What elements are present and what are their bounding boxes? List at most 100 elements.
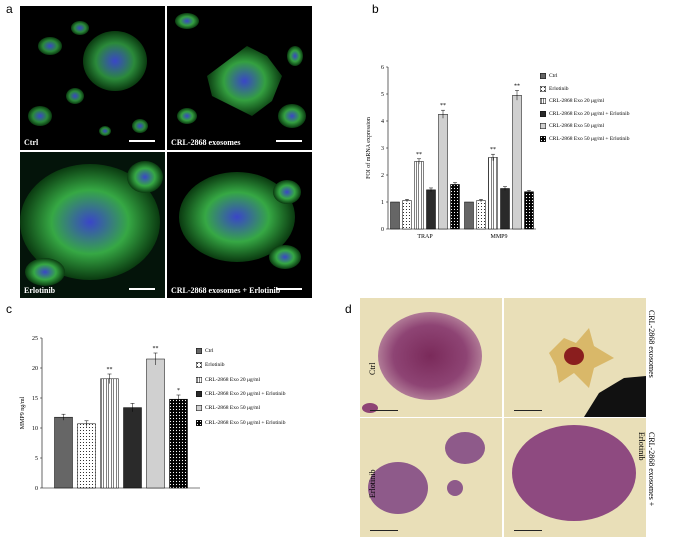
y-tick-label: 4 xyxy=(381,119,384,125)
stain-label-crl2868-exosomes-erlotinib: CRL-2868 exosomes + Erlotinib xyxy=(637,432,656,507)
bar xyxy=(77,423,96,489)
y-tick-label: 15 xyxy=(32,396,38,402)
legend-item: CRL-2868 Exo 20 μg/ml xyxy=(540,95,629,108)
legend-swatch xyxy=(196,348,202,355)
legend-label: Ctrl xyxy=(549,73,558,80)
significance-mark: ** xyxy=(490,147,496,153)
cell-clusters-image xyxy=(175,13,306,128)
significance-mark: ** xyxy=(416,152,422,158)
bar xyxy=(450,184,460,230)
chart-b-plot: 0 1 2 3 4 5 6 FOI of mRNA expression ** ** TRAP ** *… xyxy=(365,65,536,240)
scale-bar xyxy=(514,409,542,411)
legend-item: Ctrl xyxy=(540,70,629,83)
scale-bar xyxy=(129,140,155,142)
y-tick-label: 0 xyxy=(381,227,384,233)
panel-a-letter: a xyxy=(6,2,13,16)
bar xyxy=(488,157,498,230)
y-tick-label: 20 xyxy=(32,366,38,372)
bar xyxy=(426,189,436,230)
chart-b-legend: Ctrl Erlotinib CRL-2868 Exo 20 μg/ml CRL-28… xyxy=(540,70,629,145)
legend-label: CRL-2868 Exo 20 μg/ml + Erlotinib xyxy=(549,110,630,117)
bar xyxy=(402,200,412,230)
legend-swatch xyxy=(540,73,546,80)
scale-bar xyxy=(129,288,155,290)
stain-ctrl xyxy=(360,298,502,417)
micrograph-erlotinib: Erlotinib xyxy=(20,152,165,298)
stain-label-ctrl: Ctrl xyxy=(368,362,377,375)
legend-label: CRL-2868 Exo 50 μg/ml xyxy=(205,405,261,412)
bar xyxy=(169,398,188,489)
y-tick-label: 5 xyxy=(35,456,38,462)
bar xyxy=(524,191,534,230)
legend-label: Erlotinib xyxy=(549,85,569,92)
legend-swatch xyxy=(540,123,546,130)
legend-label: CRL-2868 Exo 50 μg/ml + Erlotinib xyxy=(549,135,630,142)
significance-mark: ** xyxy=(107,367,113,373)
significance-mark: * xyxy=(177,388,180,394)
panel-d-letter: d xyxy=(345,302,352,316)
legend-swatch xyxy=(196,362,202,369)
stained-cells-image xyxy=(549,328,646,417)
micrograph-crl2868-exosomes: CRL-2868 exosomes xyxy=(167,6,312,150)
y-tick-label: 3 xyxy=(381,146,384,152)
scale-bar xyxy=(370,409,398,411)
chart-c: 0 5 10 15 20 25 MMP9 ng/ml ** ** * xyxy=(10,330,200,505)
legend-label: Erlotinib xyxy=(205,362,225,369)
cell-clusters-image xyxy=(28,21,148,136)
y-tick-label: 25 xyxy=(32,336,38,342)
chart-b: 0 1 2 3 4 5 6 FOI of mRNA expression ** ** TRAP ** *… xyxy=(360,55,540,245)
legend-swatch xyxy=(540,110,546,117)
stain-crl2868-exosomes-erlotinib xyxy=(504,418,646,537)
micrograph-label: CRL-2868 exosomes xyxy=(171,138,241,147)
y-axis-label: MMP9 ng/ml xyxy=(20,396,26,429)
legend-label: CRL-2868 Exo 20 μg/ml xyxy=(205,376,261,383)
micrograph-label: CRL-2868 exosomes + Erlotinib xyxy=(171,286,281,295)
x-tick-label: TRAP xyxy=(417,234,433,240)
micrograph-label: Erlotinib xyxy=(24,286,56,295)
legend-label: CRL-2868 Exo 20 μg/ml + Erlotinib xyxy=(205,391,286,398)
bar xyxy=(464,201,474,230)
legend-label: Ctrl xyxy=(205,348,214,355)
y-tick-label: 2 xyxy=(381,173,384,179)
legend-item: Ctrl xyxy=(196,344,285,358)
significance-mark: ** xyxy=(153,346,159,352)
panel-b-letter: b xyxy=(372,2,379,16)
bar xyxy=(146,358,165,489)
stain-crl2868-exosomes xyxy=(504,298,646,417)
bar xyxy=(476,200,486,230)
micrograph-crl2868-exosomes-erlotinib: CRL-2868 exosomes + Erlotinib xyxy=(167,152,312,298)
legend-label: CRL-2868 Exo 50 μg/ml xyxy=(549,123,605,130)
cell-clusters-image xyxy=(179,172,301,269)
y-tick-label: 6 xyxy=(381,65,384,71)
legend-swatch xyxy=(196,419,202,426)
y-tick-label: 0 xyxy=(35,486,38,492)
legend-item: Erlotinib xyxy=(540,83,629,96)
y-tick-label: 5 xyxy=(381,92,384,98)
panel-c-letter: c xyxy=(6,302,12,316)
bar xyxy=(100,378,119,489)
significance-mark: ** xyxy=(514,83,520,89)
legend-swatch xyxy=(196,376,202,383)
legend-item: CRL-2868 Exo 20 μg/ml xyxy=(196,373,285,387)
scale-bar xyxy=(370,529,398,531)
micrograph-ctrl: Ctrl xyxy=(20,6,165,150)
bar xyxy=(54,416,73,489)
y-tick-label: 1 xyxy=(381,200,384,206)
legend-swatch xyxy=(540,98,546,105)
chart-c-legend: Ctrl Erlotinib CRL-2868 Exo 20 μg/ml CRL-28… xyxy=(196,344,285,430)
scale-bar xyxy=(276,140,302,142)
bar xyxy=(438,114,448,230)
stain-label-crl2868-exosomes: CRL-2868 exosomes xyxy=(647,310,656,378)
significance-mark: ** xyxy=(440,103,446,109)
bar xyxy=(390,201,400,230)
legend-label: CRL-2868 Exo 20 μg/ml xyxy=(549,98,605,105)
bar xyxy=(123,407,142,489)
scale-bar xyxy=(276,288,302,290)
stained-cells-image xyxy=(368,432,485,514)
y-axis-label: FOI of mRNA expression xyxy=(365,117,372,179)
legend-swatch xyxy=(196,405,202,412)
x-tick-label: MMP9 xyxy=(490,234,507,240)
cell-clusters-image xyxy=(20,152,165,298)
stained-cells-image xyxy=(362,312,482,413)
